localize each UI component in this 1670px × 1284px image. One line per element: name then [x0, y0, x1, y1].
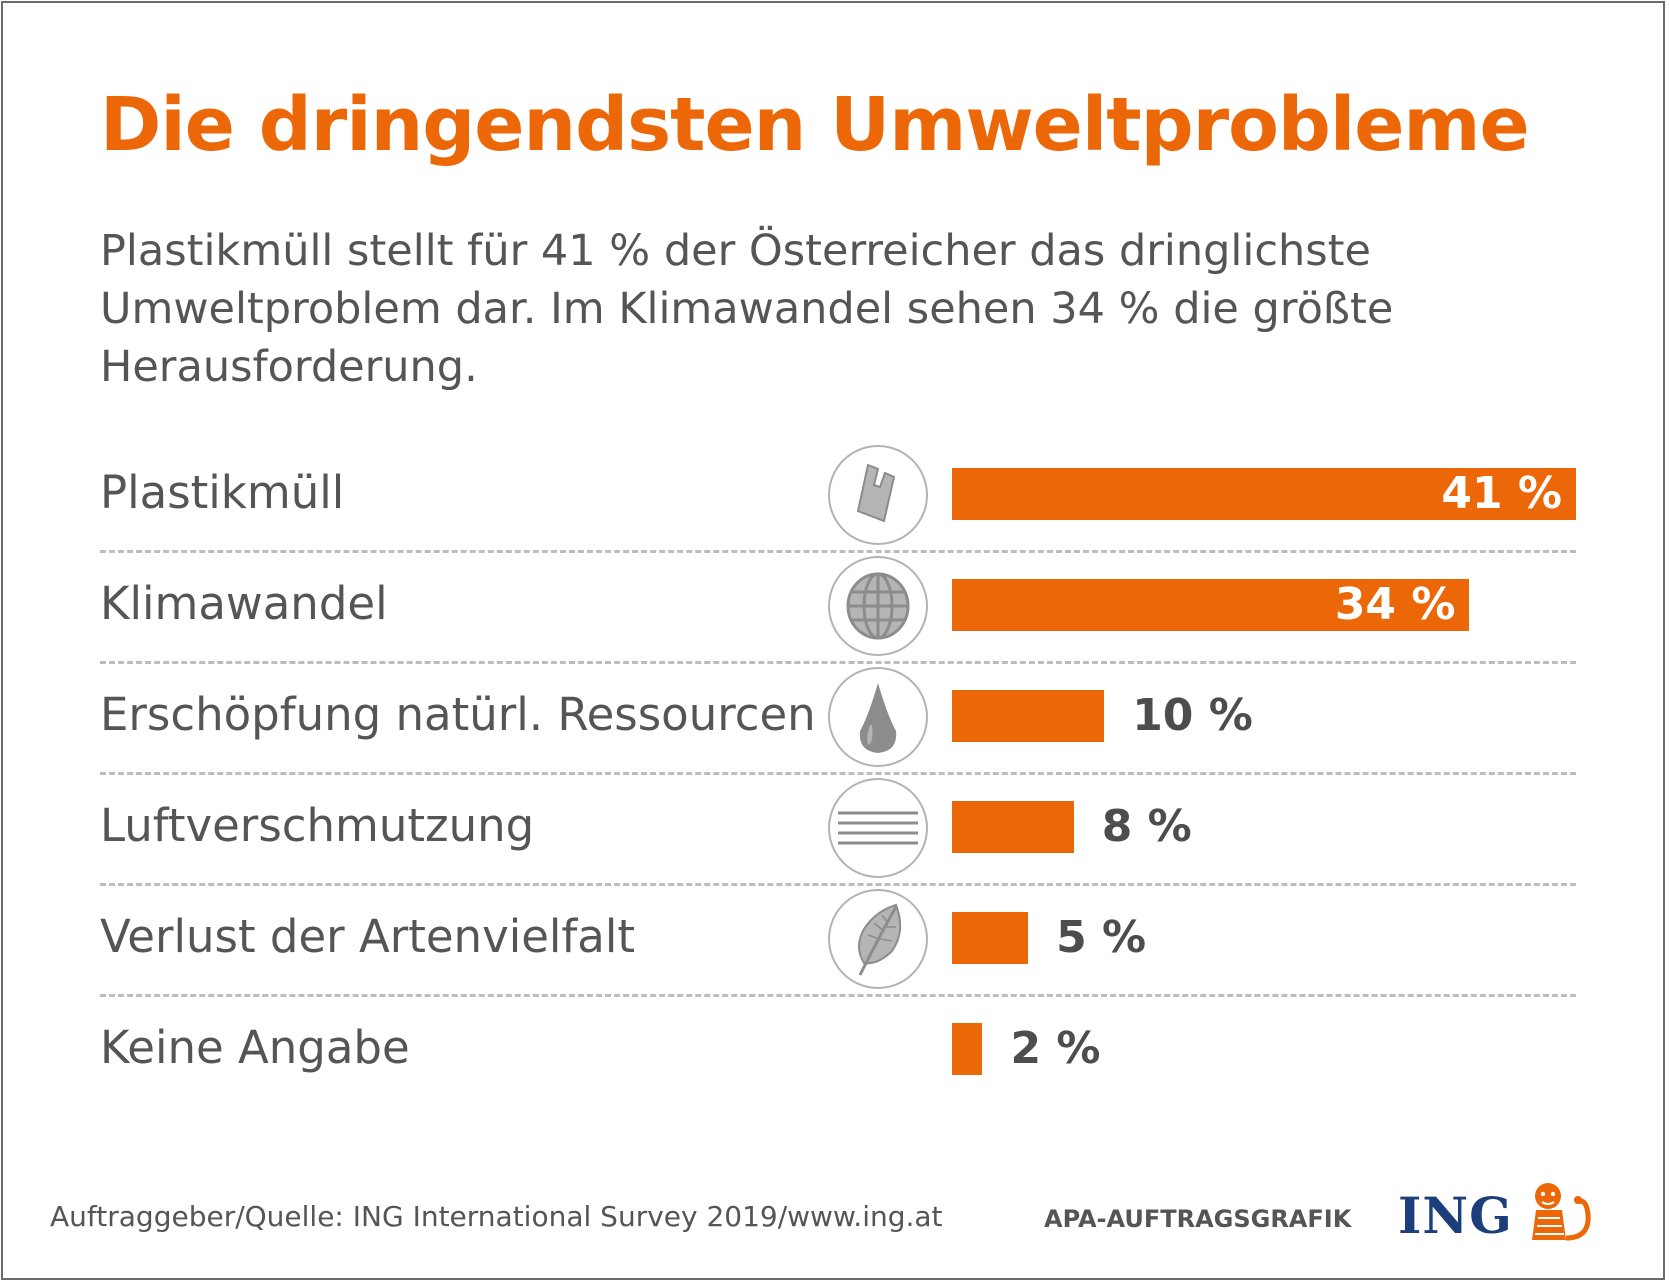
leaf-icon: [828, 889, 928, 989]
chart-subtitle: Plastikmüll stellt für 41 % der Österrei…: [100, 226, 1394, 392]
bar-row: Klimawandel 34 %: [0, 551, 1670, 661]
value-label: 10 %: [1132, 690, 1253, 741]
value-label: 34 %: [1334, 579, 1456, 630]
credit-label: APA-AUFTRAGSGRAFIK: [1044, 1205, 1352, 1233]
source-note: Auftraggeber/Quelle: ING International S…: [50, 1200, 943, 1233]
category-label: Klimawandel: [100, 577, 388, 630]
ing-wordmark: ING: [1398, 1186, 1513, 1245]
row-divider: [100, 994, 1576, 997]
category-label: Verlust der Artenvielfalt: [100, 910, 635, 963]
bar-row: Luftverschmutzung 8 %: [0, 773, 1670, 883]
lion-icon: [1532, 1183, 1591, 1241]
bar-row: Erschöpfung natürl. Ressourcen 10 %: [0, 662, 1670, 772]
bar: [952, 690, 1105, 742]
bar-row: Keine Angabe 2 %: [0, 995, 1670, 1105]
chart-title: Die dringendsten Umweltprobleme: [100, 82, 1530, 168]
row-divider: [100, 772, 1576, 775]
category-label: Plastikmüll: [100, 466, 345, 519]
plastic-bag-icon: [828, 445, 928, 545]
bar: 34 %: [952, 579, 1470, 631]
globe-icon: [828, 556, 928, 656]
air-lines-icon: [828, 778, 928, 878]
row-divider: [100, 661, 1576, 664]
bar-row: Plastikmüll 41 %: [0, 440, 1670, 550]
value-label: 41 %: [1441, 468, 1562, 519]
bar: 41 %: [952, 468, 1576, 520]
row-divider: [100, 883, 1576, 886]
value-label: 8 %: [1101, 801, 1192, 852]
bar-row: Verlust der Artenvielfalt 5 %: [0, 884, 1670, 994]
row-divider: [100, 550, 1576, 553]
category-label: Erschöpfung natürl. Ressourcen: [100, 688, 816, 741]
value-label: 2 %: [1010, 1023, 1101, 1074]
category-label: Keine Angabe: [100, 1021, 410, 1074]
bar: [952, 801, 1074, 853]
water-drop-icon: [828, 667, 928, 767]
value-label: 5 %: [1056, 912, 1147, 963]
bar: [952, 912, 1029, 964]
ing-logo: ING: [1398, 1183, 1591, 1245]
category-label: Luftverschmutzung: [100, 799, 535, 852]
bar: [952, 1023, 983, 1075]
